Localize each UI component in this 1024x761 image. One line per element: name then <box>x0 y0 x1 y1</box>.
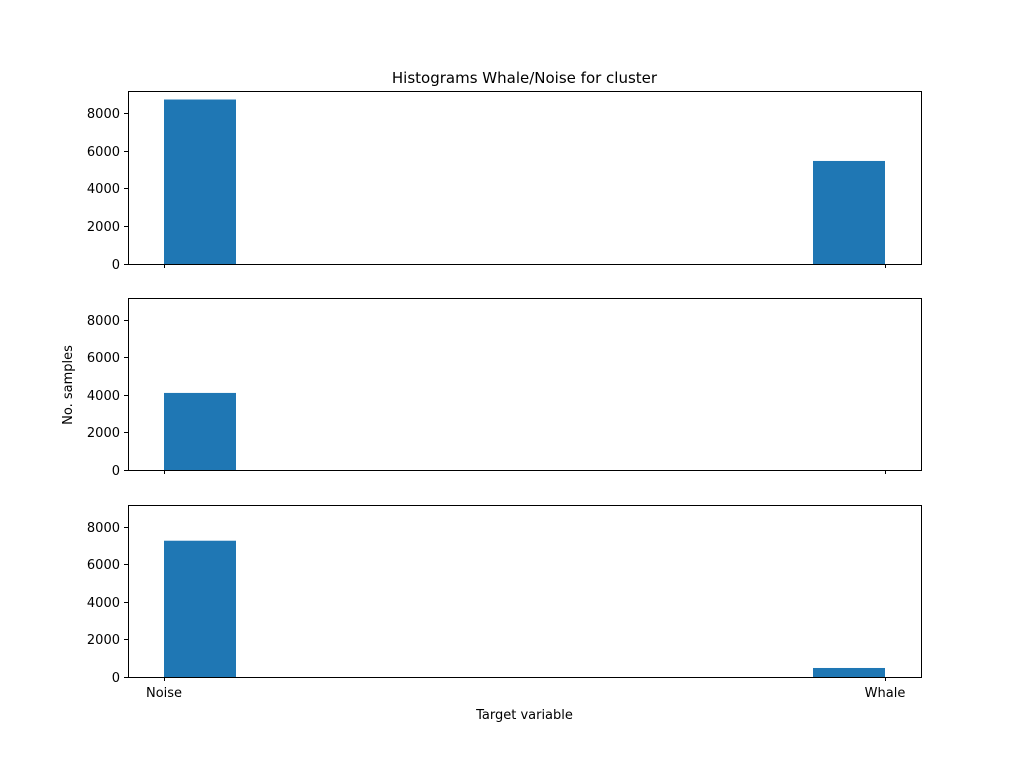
y-tick-label: 2000 <box>87 633 120 648</box>
x-tick-label-noise: Noise <box>146 686 182 701</box>
bar-noise <box>164 540 236 677</box>
axes-frame <box>128 298 922 471</box>
bar-whale <box>813 160 885 264</box>
subplot-1: 0 2000 4000 6000 8000 <box>87 91 922 273</box>
chart-title: Histograms Whale/Noise for cluster <box>392 69 658 87</box>
y-tick-label: 6000 <box>87 145 120 160</box>
bar-noise <box>164 99 236 264</box>
y-tick-label: 8000 <box>87 314 120 329</box>
y-tick-label: 6000 <box>87 558 120 573</box>
bar-whale <box>813 667 885 677</box>
subplot-3: 0 2000 4000 6000 8000 Noise Whale <box>87 505 922 701</box>
y-tick-label: 0 <box>112 258 120 273</box>
axes-frame <box>128 91 922 265</box>
subplot-2: 0 2000 4000 6000 8000 <box>87 298 922 479</box>
y-tick-label: 6000 <box>87 351 120 366</box>
bar-noise <box>164 392 236 470</box>
y-tick-label: 4000 <box>87 182 120 197</box>
y-axis-title: No. samples <box>61 345 76 425</box>
y-tick-label: 8000 <box>87 521 120 536</box>
y-tick-label: 2000 <box>87 220 120 235</box>
y-tick-label: 0 <box>112 671 120 686</box>
y-tick-label: 4000 <box>87 596 120 611</box>
y-tick-label: 0 <box>112 464 120 479</box>
axes-frame <box>128 505 922 678</box>
y-tick-label: 2000 <box>87 426 120 441</box>
y-tick-label: 4000 <box>87 389 120 404</box>
x-axis-title: Target variable <box>475 708 573 723</box>
panels-layer: 0 2000 4000 6000 8000 0 2000 4000 6000 8000 0 2000 4… <box>87 91 922 701</box>
y-tick-label: 8000 <box>87 107 120 122</box>
x-tick-label-whale: Whale <box>865 686 906 701</box>
